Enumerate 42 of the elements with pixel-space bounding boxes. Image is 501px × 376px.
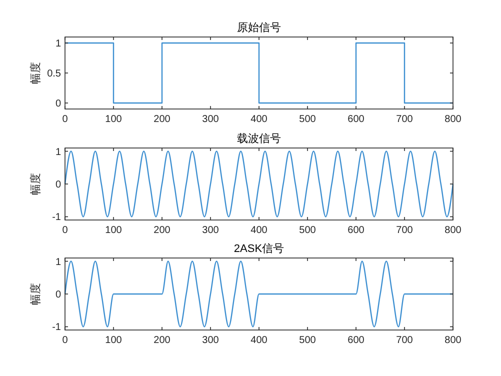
x-tick-label: 0 [62, 335, 68, 346]
y-axis-title: 幅度 [29, 173, 42, 195]
x-tick-label: 300 [202, 114, 220, 125]
x-tick-label: 300 [202, 225, 220, 236]
y-tick-label: 1 [55, 146, 62, 158]
x-tick-label: 400 [250, 114, 268, 125]
y-axis-title: 幅度 [29, 283, 42, 305]
x-tick-label: 0 [62, 114, 68, 125]
x-tick-label: 400 [250, 225, 268, 236]
x-tick-label: 800 [444, 335, 462, 346]
x-tick-label: 200 [154, 225, 171, 236]
x-tick-label: 100 [105, 114, 122, 125]
y-tick-label: 0 [55, 180, 62, 190]
x-tick-label: 200 [154, 335, 171, 346]
x-tick-label: 700 [396, 335, 414, 346]
x-tick-label: 400 [250, 335, 268, 346]
chart-title: 原始信号 [237, 22, 281, 34]
y-axis-title: 幅度 [29, 62, 42, 84]
y-tick-label: 0.5 [47, 68, 62, 80]
x-tick-label: 500 [299, 225, 316, 236]
y-tick-label: -1 [52, 322, 62, 334]
x-tick-label: 100 [105, 335, 122, 346]
y-tick-label: 0 [55, 290, 62, 300]
x-tick-label: 0 [62, 225, 68, 236]
x-tick-label: 800 [444, 225, 462, 236]
chart-title: 2ASK信号 [234, 243, 284, 255]
x-tick-label: 500 [299, 335, 316, 346]
x-tick-label: 700 [396, 114, 414, 125]
y-tick-label: -1 [52, 212, 62, 224]
x-tick-label: 500 [299, 114, 316, 125]
x-tick-label: 600 [348, 335, 365, 346]
x-tick-label: 100 [105, 225, 122, 236]
x-tick-label: 200 [154, 114, 171, 125]
x-tick-label: 700 [396, 225, 414, 236]
x-tick-label: 300 [202, 335, 220, 346]
y-tick-label: 0 [55, 98, 62, 110]
x-tick-label: 600 [348, 225, 365, 236]
y-tick-label: 1 [55, 256, 62, 268]
y-tick-label: 1 [55, 38, 62, 50]
x-tick-label: 800 [444, 114, 462, 125]
x-tick-label: 600 [348, 114, 365, 125]
chart-title: 载波信号 [237, 132, 281, 145]
